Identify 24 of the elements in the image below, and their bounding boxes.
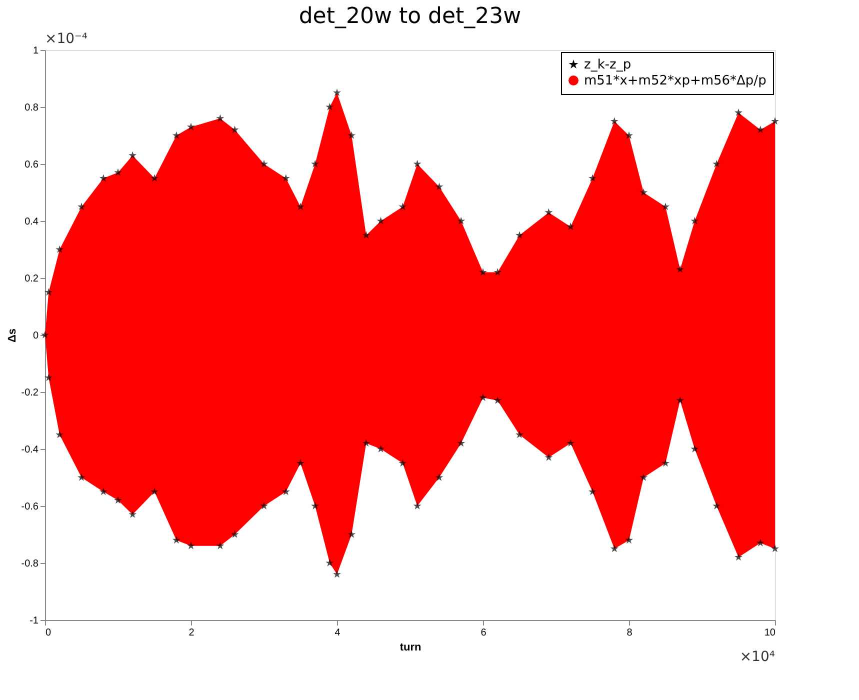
text: ×10⁻⁴ <box>45 31 88 47</box>
x-tick-label: 8 <box>626 628 633 638</box>
y-tick-label: 0.8 <box>24 102 39 114</box>
y-tick-label: -1 <box>30 616 39 626</box>
y-tick-label: -0.4 <box>21 444 39 456</box>
text: ×10⁴ <box>740 649 776 665</box>
x-tick-label: 2 <box>188 628 195 638</box>
x-tick-label: 6 <box>480 628 487 638</box>
legend-label: m51*x+m52*xp+m56*Δp/p <box>584 74 766 88</box>
y-tick-label: 0.2 <box>24 274 39 284</box>
y-tick-label: 0.6 <box>24 160 39 170</box>
chart-title: det_20w to det_23w <box>298 4 522 29</box>
y-tick-label: -0.6 <box>21 502 39 512</box>
y-tick-label: 1 <box>32 46 39 56</box>
y-tick-label: 0 <box>32 330 39 342</box>
x-tick-label: 10 <box>764 628 776 638</box>
y-axis-title: Δs <box>6 328 18 343</box>
y-tick-label: -0.2 <box>21 388 39 398</box>
x-tick-label: 4 <box>334 628 341 638</box>
x-axis-title: turn <box>400 642 422 654</box>
x-tick-label: 0 <box>46 628 52 638</box>
legend-label: z_k-z_p <box>584 58 632 72</box>
y-tick-label: 0.4 <box>24 216 39 228</box>
y-tick-label: -0.8 <box>21 558 39 570</box>
